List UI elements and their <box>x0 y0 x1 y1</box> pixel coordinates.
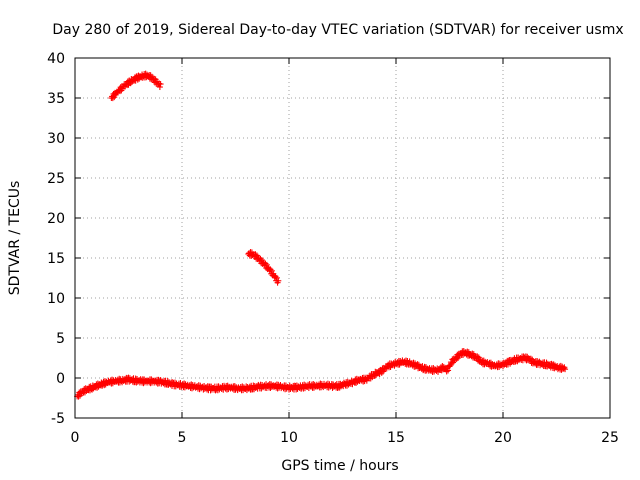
x-tick-label: 25 <box>601 430 619 446</box>
data-point <box>560 365 567 372</box>
data-point <box>257 255 264 262</box>
y-axis-title: SDTVAR / TECUs <box>7 181 23 296</box>
data-point <box>157 81 164 88</box>
data-point <box>258 257 265 264</box>
data-point <box>562 366 569 373</box>
y-tick-label: 20 <box>47 211 65 227</box>
data-point <box>116 88 123 95</box>
y-tick-label: 0 <box>56 371 65 387</box>
x-tick-label: 5 <box>178 430 187 446</box>
chart-title: Day 280 of 2019, Sidereal Day-to-day VTE… <box>52 22 623 38</box>
y-tick-label: 10 <box>47 291 65 307</box>
data-point <box>443 368 450 375</box>
data-point <box>94 384 101 391</box>
data-point <box>371 372 378 379</box>
x-tick-label: 0 <box>71 430 80 446</box>
y-tick-label: 30 <box>47 131 65 147</box>
data-point <box>267 266 274 273</box>
data-point <box>453 355 460 362</box>
data-point <box>89 386 96 393</box>
data-point <box>252 251 259 258</box>
data-points <box>74 70 569 400</box>
axis-ticks <box>74 57 611 419</box>
data-point <box>263 261 270 268</box>
tick-labels: 0 5 10 15 20 25 -5 0 5 10 15 20 25 30 35 40 <box>47 51 619 446</box>
data-point <box>273 274 280 281</box>
data-point <box>134 76 141 83</box>
data-point <box>253 252 260 259</box>
data-point <box>268 267 275 274</box>
series-arc-high <box>108 70 164 102</box>
data-point <box>109 95 116 102</box>
data-point <box>474 353 481 360</box>
y-tick-label: 15 <box>47 251 65 267</box>
y-tick-label: 35 <box>47 91 65 107</box>
data-point <box>445 367 452 374</box>
data-point <box>127 80 134 87</box>
y-tick-label: -5 <box>51 411 65 427</box>
y-tick-label: 5 <box>56 331 65 347</box>
data-point <box>550 361 557 368</box>
y-tick-label: 40 <box>47 51 65 67</box>
data-point <box>487 359 494 366</box>
data-point <box>378 369 385 376</box>
data-point <box>380 368 387 375</box>
data-point <box>353 379 360 386</box>
series-baseline <box>74 348 569 400</box>
data-point <box>275 277 282 284</box>
data-point <box>262 260 269 267</box>
data-point <box>75 393 82 400</box>
data-point <box>156 84 163 91</box>
x-axis-title: GPS time / hours <box>281 458 398 474</box>
x-tick-label: 10 <box>280 430 298 446</box>
x-tick-label: 15 <box>387 430 405 446</box>
x-tick-label: 20 <box>494 430 512 446</box>
data-point <box>448 360 455 367</box>
series-arc-mid <box>245 249 282 286</box>
y-tick-label: 25 <box>47 171 65 187</box>
grid-lines <box>75 58 610 418</box>
data-point <box>527 355 534 362</box>
plot-frame <box>74 57 611 419</box>
